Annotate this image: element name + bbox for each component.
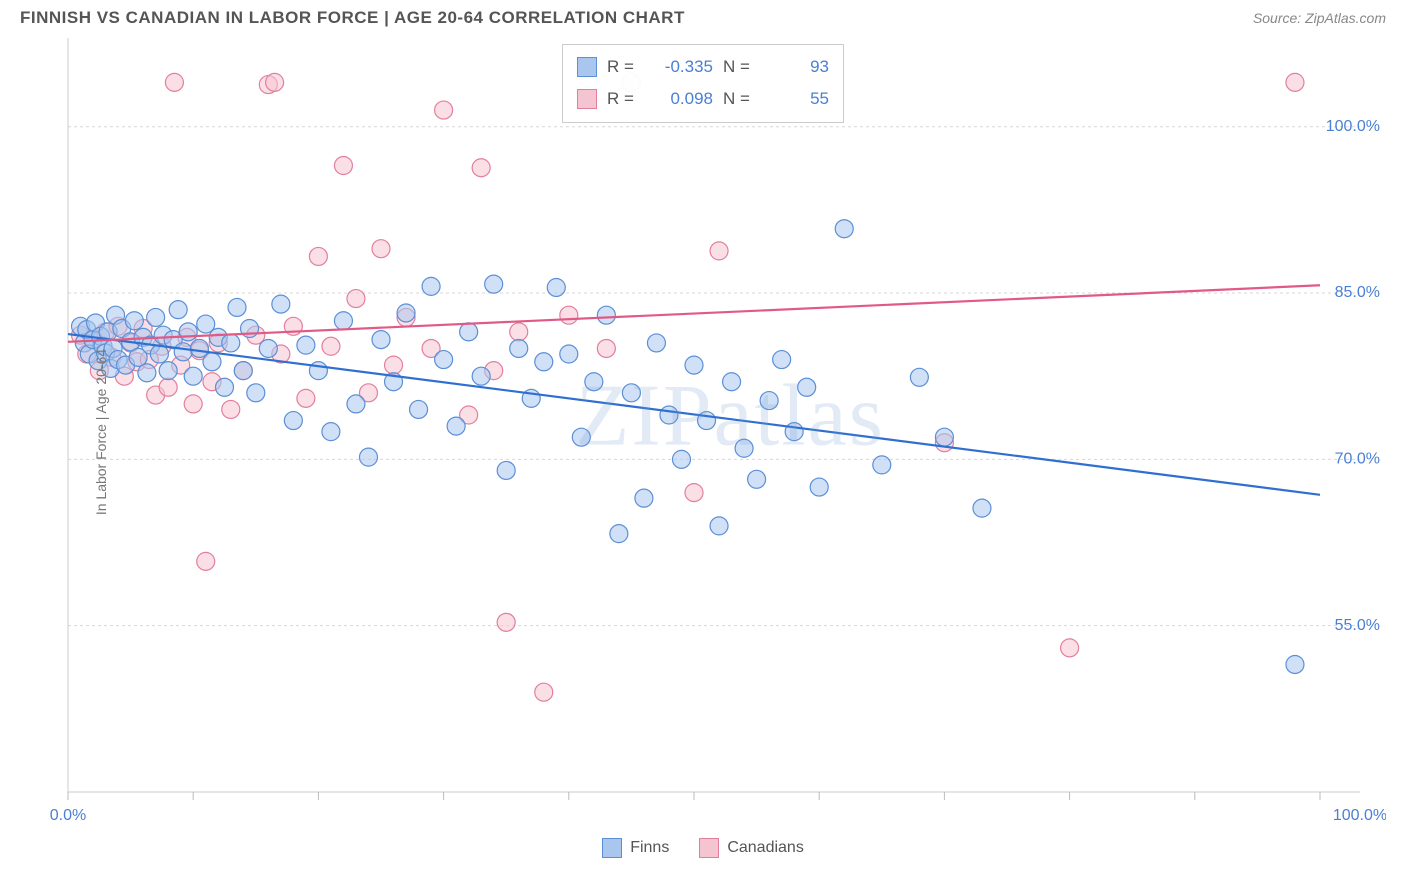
legend-row-finns: R = -0.335 N = 93	[577, 51, 829, 83]
svg-text:85.0%: 85.0%	[1335, 284, 1380, 301]
y-axis-label: In Labor Force | Age 20-64	[93, 349, 109, 515]
chart-title: FINNISH VS CANADIAN IN LABOR FORCE | AGE…	[20, 8, 685, 28]
svg-text:100.0%: 100.0%	[1333, 807, 1386, 824]
n-label: N =	[723, 83, 751, 115]
r-value-finns: -0.335	[645, 51, 713, 83]
svg-text:70.0%: 70.0%	[1335, 451, 1380, 468]
correlation-legend: R = -0.335 N = 93 R = 0.098 N = 55	[562, 44, 844, 123]
svg-text:55.0%: 55.0%	[1335, 617, 1380, 634]
legend-finns-label: Finns	[630, 839, 669, 857]
scatter-chart: 55.0% 70.0% 85.0% 100.0% 0.0% 100.0%	[20, 32, 1386, 832]
r-label: R =	[607, 51, 635, 83]
r-label: R =	[607, 83, 635, 115]
n-value-canadians: 55	[761, 83, 829, 115]
chart-container: In Labor Force | Age 20-64 55.0% 70.0% 85.…	[20, 32, 1386, 832]
svg-text:0.0%: 0.0%	[50, 807, 86, 824]
swatch-finns-icon	[602, 838, 622, 858]
legend-canadians-label: Canadians	[727, 839, 804, 857]
r-value-canadians: 0.098	[645, 83, 713, 115]
svg-text:100.0%: 100.0%	[1326, 118, 1380, 135]
legend-row-canadians: R = 0.098 N = 55	[577, 83, 829, 115]
legend-item-canadians: Canadians	[699, 838, 804, 858]
swatch-finns-icon	[577, 57, 597, 77]
series-legend: Finns Canadians	[0, 838, 1406, 858]
swatch-canadians-icon	[699, 838, 719, 858]
n-label: N =	[723, 51, 751, 83]
n-value-finns: 93	[761, 51, 829, 83]
source-attribution: Source: ZipAtlas.com	[1253, 10, 1386, 26]
swatch-canadians-icon	[577, 89, 597, 109]
legend-item-finns: Finns	[602, 838, 669, 858]
